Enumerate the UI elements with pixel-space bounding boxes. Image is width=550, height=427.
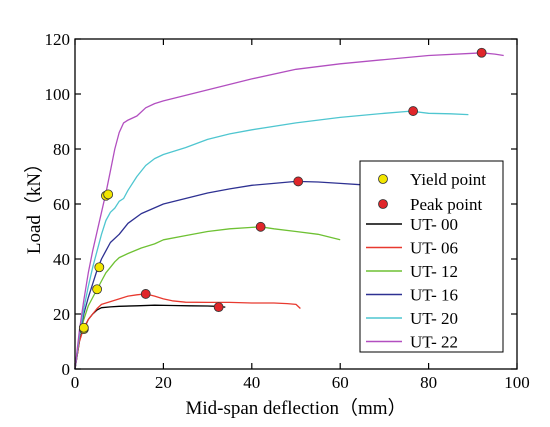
- y-tick-label: 20: [53, 305, 70, 324]
- yield-point-marker: [95, 263, 104, 272]
- y-tick-label: 80: [53, 140, 70, 159]
- legend-series-label: UT- 22: [410, 333, 458, 352]
- peak-point-marker: [294, 177, 303, 186]
- y-axis-title: Load（kN）: [23, 154, 45, 254]
- legend-peak-label: Peak point: [410, 195, 483, 214]
- peak-point-marker: [256, 222, 265, 231]
- x-tick-label: 100: [504, 373, 530, 392]
- series-line-ut-12: [75, 227, 340, 369]
- y-tick-label: 120: [45, 30, 71, 49]
- y-tick-label: 100: [45, 85, 71, 104]
- series-line-ut-16: [75, 181, 376, 369]
- legend-series-label: UT- 12: [410, 262, 458, 281]
- legend-yield-label: Yield point: [410, 170, 486, 189]
- yield-point-marker: [104, 190, 113, 199]
- y-tick-label: 60: [53, 195, 70, 214]
- peak-point-marker: [141, 289, 150, 298]
- yield-point-marker: [79, 323, 88, 332]
- legend-series-label: UT- 00: [410, 215, 458, 234]
- peak-point-marker: [214, 303, 223, 312]
- peak-point-marker: [409, 107, 418, 116]
- x-axis-title: Mid-span deflection（mm）: [185, 397, 406, 419]
- y-tick-label: 0: [62, 360, 71, 379]
- x-tick-label: 0: [71, 373, 80, 392]
- legend-series-label: UT- 16: [410, 286, 458, 305]
- x-tick-label: 40: [243, 373, 260, 392]
- legend-peak-marker: [379, 200, 388, 209]
- x-tick-label: 80: [420, 373, 437, 392]
- x-tick-label: 20: [155, 373, 172, 392]
- legend-series-label: UT- 06: [410, 239, 458, 258]
- series-line-ut-00: [75, 305, 225, 369]
- y-tick-label: 40: [53, 250, 70, 269]
- legend-series-label: UT- 20: [410, 309, 458, 328]
- x-tick-label: 60: [332, 373, 349, 392]
- yield-point-marker: [93, 285, 102, 294]
- peak-point-marker: [477, 48, 486, 57]
- legend: Yield point Peak point UT- 00 UT- 06 UT- 1…: [360, 161, 503, 352]
- legend-yield-marker: [379, 175, 388, 184]
